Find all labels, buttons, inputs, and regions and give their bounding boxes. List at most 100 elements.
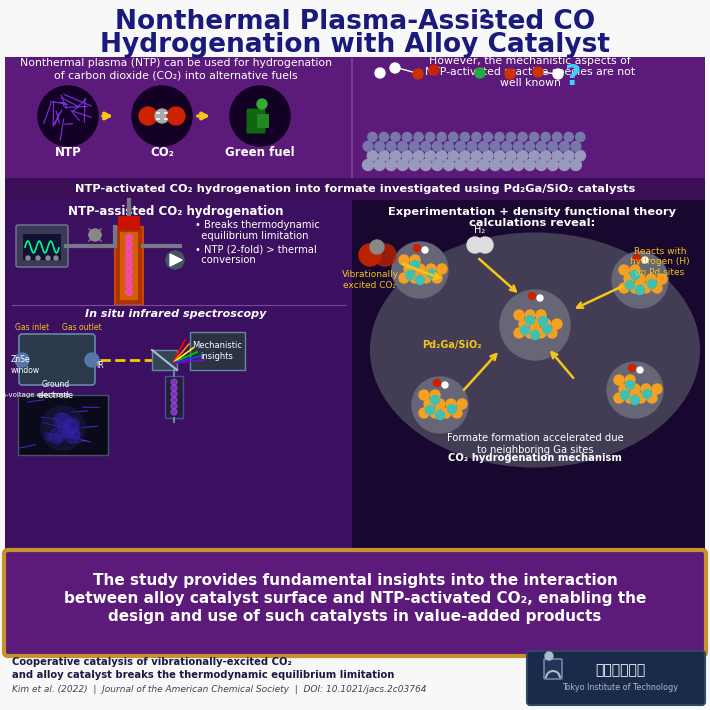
Circle shape xyxy=(614,375,624,385)
Circle shape xyxy=(432,160,443,170)
Circle shape xyxy=(155,109,169,123)
Circle shape xyxy=(536,310,546,320)
Circle shape xyxy=(541,132,550,141)
Circle shape xyxy=(399,273,409,283)
Circle shape xyxy=(409,141,419,151)
FancyBboxPatch shape xyxy=(527,651,705,705)
Circle shape xyxy=(171,397,177,403)
Text: CO₂: CO₂ xyxy=(150,146,174,158)
Circle shape xyxy=(359,244,381,266)
Circle shape xyxy=(452,408,462,418)
Circle shape xyxy=(420,160,431,170)
Circle shape xyxy=(126,248,133,255)
Text: NTP: NTP xyxy=(55,146,82,158)
Circle shape xyxy=(630,283,640,293)
Circle shape xyxy=(647,393,657,403)
Circle shape xyxy=(45,435,52,441)
Circle shape xyxy=(443,160,454,170)
Circle shape xyxy=(637,367,643,373)
Text: Gas inlet: Gas inlet xyxy=(15,324,49,332)
Circle shape xyxy=(126,275,133,282)
Circle shape xyxy=(403,132,412,141)
Circle shape xyxy=(530,319,540,329)
Circle shape xyxy=(437,264,447,274)
Text: Experimentation + density functional theory: Experimentation + density functional the… xyxy=(388,207,676,217)
Circle shape xyxy=(545,652,553,660)
Text: CO₂ hydrogenation mechanism: CO₂ hydrogenation mechanism xyxy=(448,453,622,463)
Circle shape xyxy=(435,410,444,420)
Circle shape xyxy=(506,151,516,161)
Circle shape xyxy=(548,141,557,151)
Text: design and use of such catalysts in value-added products: design and use of such catalysts in valu… xyxy=(109,608,601,623)
Circle shape xyxy=(500,290,570,360)
Circle shape xyxy=(635,274,645,284)
Text: equilibrium limitation: equilibrium limitation xyxy=(195,231,309,241)
Circle shape xyxy=(529,151,540,161)
Circle shape xyxy=(414,132,423,141)
Circle shape xyxy=(419,390,429,400)
Circle shape xyxy=(391,132,400,141)
Circle shape xyxy=(413,244,420,251)
Circle shape xyxy=(494,151,505,161)
Text: conversion: conversion xyxy=(195,255,256,265)
Circle shape xyxy=(525,141,535,151)
Circle shape xyxy=(432,273,442,283)
Circle shape xyxy=(625,393,635,403)
Circle shape xyxy=(495,132,504,141)
Circle shape xyxy=(434,380,440,386)
Circle shape xyxy=(530,132,539,141)
Circle shape xyxy=(257,99,267,109)
Circle shape xyxy=(447,405,457,413)
Circle shape xyxy=(456,141,465,151)
Circle shape xyxy=(540,151,551,161)
Circle shape xyxy=(419,408,429,418)
Circle shape xyxy=(525,315,535,324)
Circle shape xyxy=(528,293,535,300)
Text: Ground
electrode: Ground electrode xyxy=(38,381,74,400)
Circle shape xyxy=(446,399,456,409)
Text: H₂: H₂ xyxy=(474,225,486,235)
Text: • Breaks thermodynamic: • Breaks thermodynamic xyxy=(195,220,320,230)
Circle shape xyxy=(38,86,98,146)
Circle shape xyxy=(421,141,431,151)
Circle shape xyxy=(392,242,448,298)
Text: Hydrogenation with Alloy Catalyst: Hydrogenation with Alloy Catalyst xyxy=(100,32,610,58)
Bar xyxy=(352,200,705,555)
Circle shape xyxy=(448,151,459,161)
Circle shape xyxy=(625,375,635,385)
Bar xyxy=(115,227,143,305)
Text: However, the mechanistic aspects of: However, the mechanistic aspects of xyxy=(429,56,631,66)
Circle shape xyxy=(630,395,640,405)
Circle shape xyxy=(648,280,657,288)
Circle shape xyxy=(559,141,569,151)
Circle shape xyxy=(571,141,581,151)
Circle shape xyxy=(58,422,68,432)
Circle shape xyxy=(374,160,385,170)
Circle shape xyxy=(484,132,493,141)
Circle shape xyxy=(425,151,435,161)
Text: Cooperative catalysis of vibrationally-excited CO₂: Cooperative catalysis of vibrationally-e… xyxy=(12,657,292,667)
Circle shape xyxy=(126,234,133,241)
Circle shape xyxy=(57,413,72,428)
Circle shape xyxy=(514,310,524,320)
Circle shape xyxy=(415,275,425,285)
Circle shape xyxy=(402,151,413,161)
Circle shape xyxy=(421,273,431,283)
Polygon shape xyxy=(170,254,182,266)
Circle shape xyxy=(612,252,668,308)
Circle shape xyxy=(477,237,493,253)
Bar xyxy=(5,200,352,555)
Circle shape xyxy=(65,417,80,432)
Circle shape xyxy=(378,151,389,161)
Circle shape xyxy=(490,141,500,151)
Circle shape xyxy=(475,68,485,78)
Circle shape xyxy=(459,151,470,161)
Circle shape xyxy=(126,261,133,268)
Circle shape xyxy=(368,132,377,141)
FancyBboxPatch shape xyxy=(257,114,269,128)
Circle shape xyxy=(410,273,420,283)
Text: Reacts with
hydrogen (H)
on Pd sites: Reacts with hydrogen (H) on Pd sites xyxy=(630,247,690,277)
Circle shape xyxy=(430,395,439,405)
Circle shape xyxy=(626,381,635,390)
Circle shape xyxy=(41,406,85,450)
